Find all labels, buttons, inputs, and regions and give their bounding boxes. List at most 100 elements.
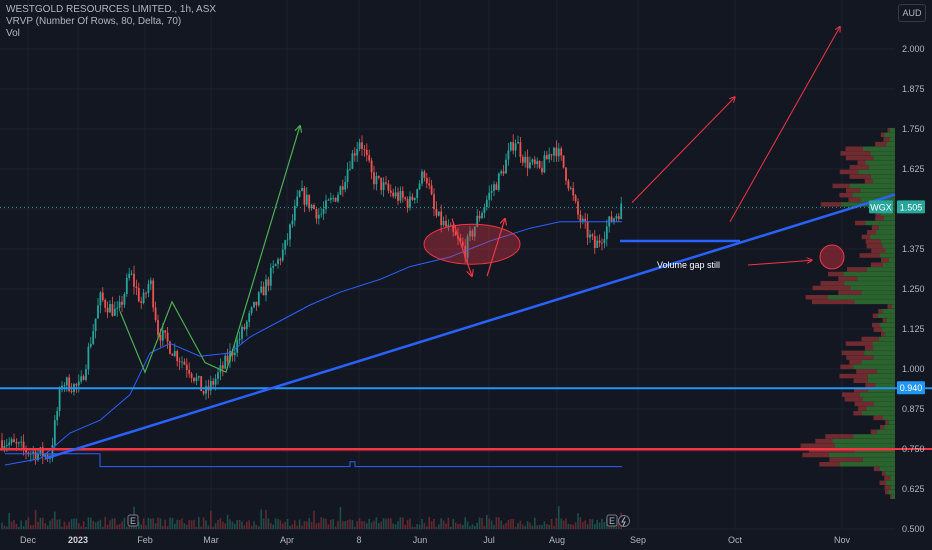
volume-gap-annotation[interactable]: Volume gap still <box>657 260 720 270</box>
candle-body <box>313 205 315 209</box>
candle-body <box>32 451 35 454</box>
volume-bar <box>118 524 121 529</box>
currency-button[interactable]: AUD <box>898 4 926 22</box>
profile-bar-down <box>846 355 874 360</box>
profile-bar-up <box>870 151 895 156</box>
consolidation-ellipse[interactable] <box>423 223 521 265</box>
green-projection-arrow[interactable] <box>119 126 300 374</box>
candle-body <box>449 224 452 226</box>
profile-bar-down <box>861 336 879 342</box>
volume-bar <box>526 521 529 529</box>
volume-bar <box>382 518 385 529</box>
x-tick-label: 2023 <box>68 535 88 545</box>
volume-bar <box>524 525 526 529</box>
candle-body <box>473 226 476 237</box>
volume-gap-circle[interactable] <box>819 244 845 270</box>
candle-body <box>406 199 409 208</box>
profile-bar-up <box>859 392 895 397</box>
profile-bar-down <box>873 466 880 472</box>
volume-bar <box>277 518 279 529</box>
candle-body <box>382 182 385 191</box>
profile-bar-down <box>872 322 880 328</box>
volume-bar <box>274 518 277 529</box>
volume-bar <box>579 517 582 529</box>
candle-body <box>483 207 486 213</box>
profile-bar-up <box>873 155 895 161</box>
profile-bar-down <box>847 267 867 272</box>
profile-bar-down <box>820 202 842 207</box>
indicator-vrvp[interactable]: VRVP (Number Of Rows, 80, Delta, 70) <box>6 16 182 27</box>
volume-bar <box>1 522 3 529</box>
candle-body <box>356 148 359 156</box>
volume-bar <box>169 517 171 529</box>
symbol-title[interactable]: WESTGOLD RESOURCES LIMITED., 1h, ASX <box>6 4 217 15</box>
volume-bar <box>128 524 130 529</box>
profile-bar-up <box>888 257 895 263</box>
profile-bar-down <box>841 350 865 356</box>
red-projection-arrow-1[interactable] <box>631 97 735 203</box>
candle-body <box>181 361 183 363</box>
price-axis[interactable]: 2.0001.8751.7501.6251.5001.3751.2501.125… <box>902 44 925 534</box>
candle-body <box>497 173 500 190</box>
candle-body <box>358 142 361 149</box>
earnings-event-marker[interactable] <box>127 514 139 527</box>
chart-legend: WESTGOLD RESOURCES LIMITED., 1h, ASX VRV… <box>6 4 216 40</box>
candle-body <box>490 191 493 193</box>
volume-bar <box>366 523 368 529</box>
volume-bar <box>123 517 126 529</box>
candle-body <box>370 160 373 173</box>
candle-body <box>159 334 162 341</box>
profile-bar-up <box>834 443 895 448</box>
candle-body <box>562 155 565 168</box>
volume-bar <box>500 520 502 529</box>
dividend-event-icon[interactable] <box>618 515 630 527</box>
candle-body <box>471 230 474 237</box>
volume-bar <box>406 520 409 529</box>
candle-body <box>596 240 599 248</box>
volume-bar <box>147 517 150 529</box>
profile-bar-up <box>883 415 895 421</box>
volume-bar <box>174 523 176 529</box>
volume-bar <box>18 526 20 529</box>
volume-bar <box>577 513 579 529</box>
candle-body <box>272 265 275 268</box>
candle-body <box>238 338 241 340</box>
profile-bar-up <box>888 489 895 495</box>
candle-body <box>380 177 383 191</box>
trend-line[interactable] <box>44 193 896 460</box>
profile-bar-up <box>879 253 895 258</box>
candle-body <box>257 292 260 306</box>
time-axis[interactable]: Dec 2023 Feb Mar Apr 8 Jun Jul Aug Sep Oct Nov E E <box>20 514 851 545</box>
candle-body <box>332 197 335 199</box>
volume-bar <box>615 523 618 529</box>
candle-body <box>245 321 248 330</box>
candle-body <box>269 267 272 286</box>
candle-body <box>92 331 95 345</box>
volume-bar <box>195 526 198 529</box>
candle-body <box>517 141 519 144</box>
profile-bar-down <box>820 281 845 286</box>
profile-bar-down <box>853 378 868 383</box>
profile-bar-down <box>881 257 889 263</box>
volume-bar <box>550 519 553 529</box>
volume-bar <box>471 524 474 529</box>
profile-bar-up <box>827 294 895 300</box>
volume-bar <box>284 522 286 529</box>
profile-bar-down <box>805 294 828 300</box>
red-pointer-arrow[interactable] <box>747 260 812 266</box>
profile-bar-up <box>880 239 895 244</box>
volume-bar <box>34 509 37 529</box>
indicator-volume[interactable]: Vol <box>6 28 20 39</box>
red-projection-arrow-2[interactable] <box>729 27 840 223</box>
profile-bar-up <box>888 420 895 425</box>
candle-body <box>173 351 176 356</box>
candle-body <box>178 361 181 363</box>
volume-bar <box>481 518 483 529</box>
profile-bar-down <box>882 318 887 323</box>
earnings-event-marker[interactable] <box>606 514 618 527</box>
candle-body <box>267 279 270 286</box>
volume-bar <box>236 519 238 529</box>
volume-bar <box>61 526 63 529</box>
candle-body <box>145 292 147 294</box>
